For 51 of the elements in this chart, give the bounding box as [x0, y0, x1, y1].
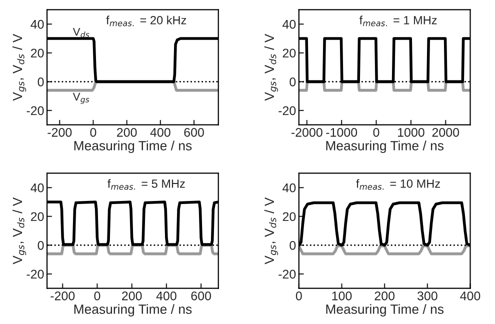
y-axis-title: V$_{gs}$, V$_{ds}$ / V — [12, 34, 26, 101]
y-tick-label: -20 — [278, 270, 296, 279]
y-tick-label: 0 — [38, 240, 44, 250]
x-tick-label: -1000 — [326, 128, 358, 137]
x-tick-label: 1000 — [398, 128, 424, 137]
x-tick-label: 400 — [460, 291, 480, 300]
y-tick-label: 20 — [30, 48, 44, 58]
chart-title: f$_{meas.}$ = 20 kHz — [106, 16, 186, 26]
y-tick-label: 20 — [282, 48, 296, 58]
y-tick-label: 40 — [30, 20, 44, 29]
x-tick-label: 200 — [117, 128, 137, 137]
y-tick-label: -20 — [26, 106, 44, 116]
x-tick-label: -200 — [48, 128, 72, 137]
x-tick-label: 600 — [191, 291, 212, 300]
y-tick-label: 40 — [30, 183, 44, 192]
x-tick-label: 400 — [150, 128, 170, 137]
x-axis-title: Measuring Time / ns — [326, 304, 444, 316]
x-tick-label: -2000 — [291, 128, 322, 137]
y-axis-title: V$_{gs}$, V$_{ds}$ / V — [264, 34, 278, 101]
x-tick-label: 300 — [417, 291, 438, 300]
y-axis-title: V$_{gs}$, V$_{ds}$ / V — [12, 197, 26, 264]
x-axis-title: Measuring Time / ns — [74, 304, 192, 316]
x-tick-label: 0 — [296, 291, 302, 300]
y-tick-label: 20 — [282, 212, 296, 222]
y-tick-label: -20 — [26, 270, 44, 279]
line-series — [298, 244, 470, 256]
x-tick-label: 2000 — [432, 128, 460, 137]
x-tick-label: 400 — [156, 291, 176, 300]
y-tick-label: 40 — [282, 20, 296, 29]
annotation: V$_{ds}$ — [72, 28, 90, 38]
chart-title: f$_{meas.}$ = 1 MHz — [359, 16, 437, 26]
x-tick-label: 200 — [374, 291, 395, 300]
chart-title: f$_{meas.}$ = 5 MHz — [108, 179, 185, 190]
y-tick-label: 0 — [38, 77, 44, 86]
y-tick-label: 40 — [282, 183, 296, 192]
y-axis-title: V$_{gs}$, V$_{ds}$ / V — [264, 197, 278, 264]
y-tick-label: 0 — [290, 77, 296, 86]
x-axis-title: Measuring Time / ns — [326, 140, 444, 153]
y-tick-label: 0 — [290, 240, 296, 250]
y-tick-label: 20 — [30, 212, 44, 222]
annotation: V$_{gs}$ — [72, 92, 90, 104]
y-tick-label: -20 — [278, 106, 296, 116]
x-axis-title: Measuring Time / ns — [74, 140, 192, 153]
x-tick-label: 600 — [184, 128, 204, 137]
x-tick-label: 0 — [90, 128, 96, 137]
x-tick-label: 0 — [94, 291, 100, 300]
x-tick-label: 200 — [122, 291, 142, 300]
x-tick-label: -200 — [50, 291, 75, 300]
chart-title: f$_{meas.}$ = 10 MHz — [356, 179, 440, 190]
x-tick-label: 0 — [373, 128, 380, 137]
x-tick-label: 100 — [332, 291, 352, 300]
